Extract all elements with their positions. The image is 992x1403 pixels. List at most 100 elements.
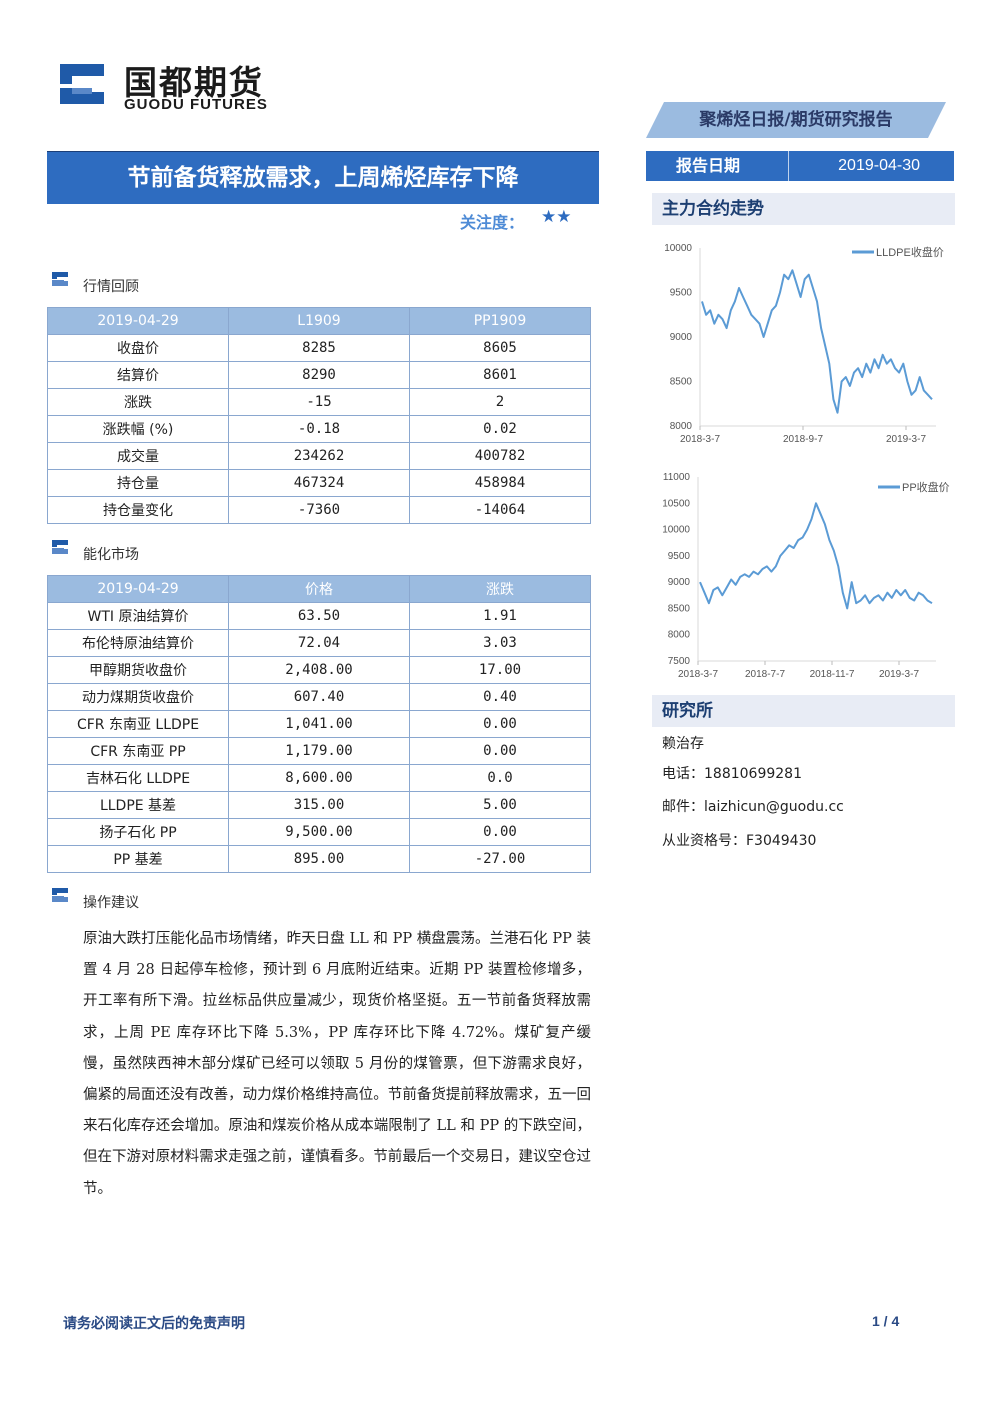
market-table-row-value: -15	[228, 388, 410, 416]
market-table-row-value: 467324	[228, 469, 410, 497]
trend-section-title: 主力合约走势	[662, 199, 764, 219]
energy-table-row: CFR 东南亚 PP 1,179.00 0.00	[47, 737, 591, 765]
pp-chart-y-tick-label: 7500	[668, 656, 691, 667]
section-logo-icon	[52, 888, 68, 902]
market-table-header: 2019-04-29 L1909 PP1909	[47, 307, 591, 335]
section-logo-icon	[52, 540, 68, 554]
market-table-row: 成交量 234262 400782	[47, 442, 591, 470]
lldpe-chart-x-tick-label: 2018-3-7	[680, 434, 720, 445]
section-logo-icon	[52, 272, 68, 286]
energy-table-row-value: 17.00	[409, 656, 591, 684]
market-table-row-value: 458984	[409, 469, 591, 497]
market-table-row: 涨跌幅 (%) -0.18 0.02	[47, 415, 591, 443]
pp-chart-y-tick-label: 8500	[668, 603, 691, 614]
energy-table-row-label: 布伦特原油结算价	[47, 629, 229, 657]
lldpe-chart-x-tick-label: 2019-3-7	[886, 434, 926, 445]
pp-chart-y-tick-label: 8000	[668, 630, 691, 641]
market-table-row-label: 持仓量变化	[47, 496, 229, 524]
energy-table-row-value: 2,408.00	[228, 656, 410, 684]
pp-chart-y-tick-label: 9500	[668, 551, 691, 562]
title-bar: 节前备货释放需求，上周烯烃库存下降	[47, 151, 599, 204]
report-type-banner: 聚烯烃日报/期货研究报告	[646, 102, 946, 138]
energy-table-row: WTI 原油结算价 63.50 1.91	[47, 602, 591, 630]
energy-table-row-value: 1,041.00	[228, 710, 410, 738]
attention-stars: ★★	[541, 207, 572, 227]
page-number: 1 / 4	[872, 1313, 900, 1329]
analyst-name: 赖治存	[662, 736, 704, 752]
energy-table-row-label: 动力煤期货收盘价	[47, 683, 229, 711]
analyst-phone: 电话：18810699281	[662, 766, 802, 782]
energy-table-row-label: 吉林石化 LLDPE	[47, 764, 229, 792]
report-date-divider	[788, 151, 789, 181]
lldpe-chart-y-tick-label: 9000	[670, 332, 693, 343]
energy-table-row-label: 扬子石化 PP	[47, 818, 229, 846]
energy-header-date: 2019-04-29	[47, 575, 229, 603]
market-table-row-value: -14064	[409, 496, 591, 524]
pp-chart-x-tick-label: 2019-3-7	[879, 669, 919, 680]
lldpe-chart-y-tick-label: 8000	[670, 421, 693, 432]
energy-table-row: 布伦特原油结算价 72.04 3.03	[47, 629, 591, 657]
section-title-advice: 操作建议	[83, 895, 139, 911]
energy-table-row-label: CFR 东南亚 LLDPE	[47, 710, 229, 738]
energy-table-header: 2019-04-29 价格 涨跌	[47, 575, 591, 603]
energy-table-row-value: 5.00	[409, 791, 591, 819]
analyst-email: 邮件：laizhicun@guodu.cc	[662, 799, 844, 815]
report-title: 节前备货释放需求，上周烯烃库存下降	[127, 164, 519, 191]
market-table-row: 持仓量变化 -7360 -14064	[47, 496, 591, 524]
energy-table-row: 甲醇期货收盘价 2,408.00 17.00	[47, 656, 591, 684]
report-date-bar: 报告日期 2019-04-30	[646, 151, 954, 181]
market-table-row-label: 涨跌	[47, 388, 229, 416]
energy-table-row-value: 72.04	[228, 629, 410, 657]
pp-chart: 11000 10500 10000 9500 9000 8500 8000 7500 2018-…	[662, 472, 950, 680]
energy-table-row: CFR 东南亚 LLDPE 1,041.00 0.00	[47, 710, 591, 738]
energy-table-row-value: 607.40	[228, 683, 410, 711]
energy-table-row: PP 基差 895.00 -27.00	[47, 845, 591, 873]
market-table-row: 结算价 8290 8601	[47, 361, 591, 389]
pp-chart-y-tick-label: 11000	[663, 472, 691, 483]
disclaimer-note: 请务必阅读正文后的免责声明	[63, 1316, 245, 1332]
market-table-row-label: 持仓量	[47, 469, 229, 497]
energy-table-row-value: 0.00	[409, 737, 591, 765]
lldpe-chart-x-tick-label: 2018-9-7	[783, 434, 823, 445]
advice-paragraph: 原油大跌打压能化品市场情绪，昨天日盘 LL 和 PP 横盘震荡。兰港石化 PP …	[83, 931, 591, 1197]
energy-table-row-value: 895.00	[228, 845, 410, 873]
energy-table-row-value: 0.0	[409, 764, 591, 792]
energy-table-row-value: 0.40	[409, 683, 591, 711]
lldpe-chart: 10000 9500 9000 8500 8000 2018-3-7 2018-9-7 201…	[664, 243, 944, 445]
market-table-row-value: -0.18	[228, 415, 410, 443]
market-header-date: 2019-04-29	[47, 307, 229, 335]
lldpe-chart-y-tick-label: 8500	[670, 377, 693, 388]
market-table-row-value: 2	[409, 388, 591, 416]
energy-table-row-value: 1,179.00	[228, 737, 410, 765]
energy-table-row: 扬子石化 PP 9,500.00 0.00	[47, 818, 591, 846]
market-table-row-value: 234262	[228, 442, 410, 470]
lldpe-chart-legend-label: LLDPE收盘价	[876, 245, 944, 259]
lldpe-chart-series-line	[701, 269, 933, 414]
report-date-label: 报告日期	[676, 156, 741, 175]
energy-table-row-value: 315.00	[228, 791, 410, 819]
energy-table-row-value: 0.00	[409, 818, 591, 846]
market-table-row: 涨跌 -15 2	[47, 388, 591, 416]
energy-table-row-label: CFR 东南亚 PP	[47, 737, 229, 765]
trend-section-bar: 主力合约走势	[652, 193, 955, 225]
market-table-row-value: 8285	[228, 334, 410, 362]
company-logo-mark	[60, 64, 104, 104]
research-section-title: 研究所	[662, 701, 713, 721]
attention-label: 关注度：	[460, 213, 525, 232]
section-title-energy: 能化市场	[83, 547, 139, 563]
energy-table-row-label: PP 基差	[47, 845, 229, 873]
pp-chart-x-tick-label: 2018-3-7	[678, 669, 718, 680]
energy-table-row-value: 0.00	[409, 710, 591, 738]
lldpe-chart-y-tick-label: 10000	[664, 243, 692, 254]
energy-table-row: 动力煤期货收盘价 607.40 0.40	[47, 683, 591, 711]
energy-table-row: 吉林石化 LLDPE 8,600.00 0.0	[47, 764, 591, 792]
market-table-row-value: 8601	[409, 361, 591, 389]
market-table-row-value: 0.02	[409, 415, 591, 443]
report-date-value: 2019-04-30	[838, 157, 920, 174]
energy-header-price: 价格	[228, 575, 410, 603]
energy-header-change: 涨跌	[409, 575, 591, 603]
market-table-row-value: 8605	[409, 334, 591, 362]
company-name-en: GUODU FUTURES	[124, 96, 268, 113]
energy-table-row-label: WTI 原油结算价	[47, 602, 229, 630]
lldpe-chart-y-tick-label: 9500	[670, 288, 693, 299]
